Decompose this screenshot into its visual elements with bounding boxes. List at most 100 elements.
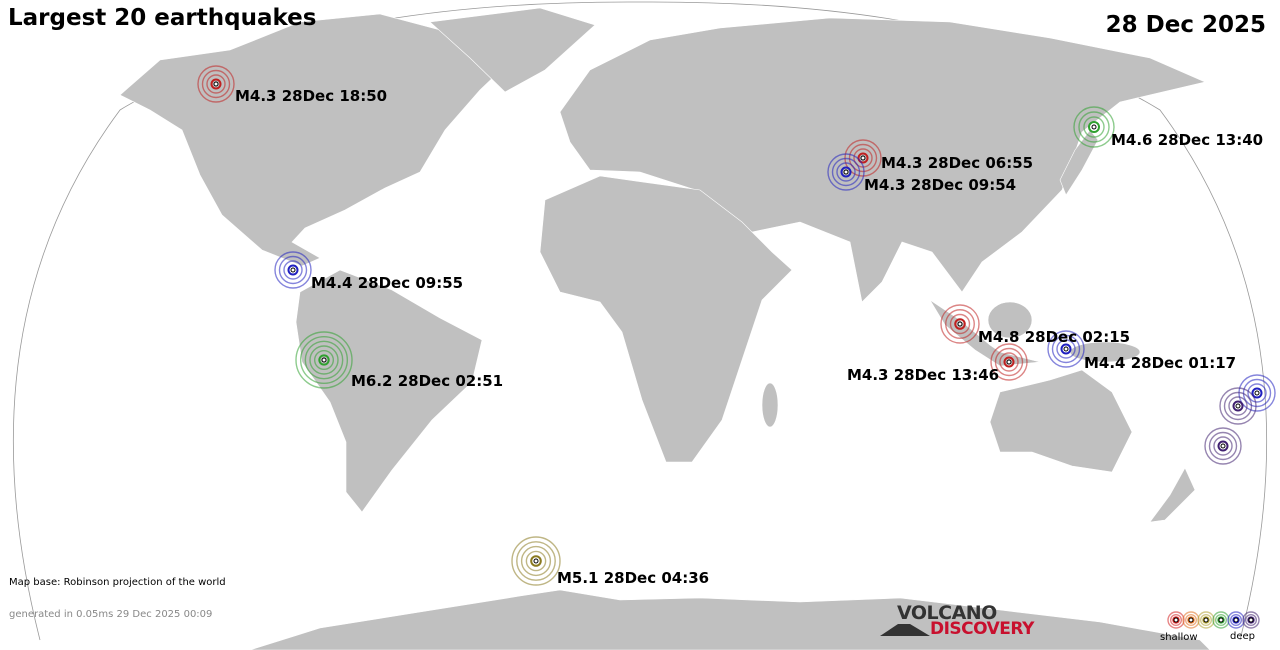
epicenter-dot	[1248, 617, 1254, 623]
marker-ring	[1232, 400, 1244, 412]
marker-ring	[299, 335, 349, 385]
legend-deep-label: deep	[1230, 631, 1255, 642]
marker-ring	[1247, 383, 1267, 403]
marker-ring	[1228, 396, 1248, 416]
earthquake-marker[interactable]	[1047, 330, 1085, 368]
epicenter-dot	[1063, 346, 1069, 352]
marker-ring	[1232, 616, 1240, 624]
marker-ring	[1204, 427, 1242, 465]
marker-ring	[990, 343, 1028, 381]
marker-ring	[945, 309, 975, 339]
quake-label[interactable]: M4.3 28Dec 06:55	[881, 154, 1034, 172]
earthquake-marker[interactable]	[827, 153, 865, 191]
quake-label[interactable]: M4.3 28Dec 18:50	[235, 87, 388, 105]
marker-ring	[840, 166, 852, 178]
epicenter-dot	[213, 81, 219, 87]
legend-depth-marker[interactable]	[1167, 611, 1185, 629]
quake-label[interactable]: M5.1 28Dec 04:36	[557, 569, 710, 587]
quake-label[interactable]: M4.3 28Dec 09:54	[864, 176, 1017, 194]
new-zealand	[1149, 467, 1196, 523]
quake-label[interactable]: M4.8 28Dec 02:15	[978, 328, 1131, 346]
marker-ring	[1213, 436, 1233, 456]
map-outline	[12, 1, 1268, 641]
quake-label[interactable]: M4.4 28Dec 01:17	[1084, 354, 1237, 372]
quake-label[interactable]: M4.6 28Dec 13:40	[1111, 131, 1264, 149]
marker-ring	[1047, 330, 1085, 368]
land-masses	[119, 7, 1211, 650]
borneo	[987, 301, 1033, 339]
epicenter-dot	[1233, 617, 1239, 623]
marker-ring	[1202, 616, 1210, 624]
marker-ring	[1242, 611, 1260, 629]
marker-ring	[1199, 613, 1213, 627]
marker-ring	[1223, 391, 1253, 421]
earthquake-marker[interactable]	[1204, 427, 1242, 465]
marker-ring	[287, 264, 299, 276]
date-heading: 28 Dec 2025	[1105, 12, 1266, 38]
logo-text-discovery: DISCOVERY	[930, 619, 1034, 639]
quake-label[interactable]: M4.3 28Dec 13:46	[847, 366, 1000, 384]
marker-ring	[940, 304, 980, 344]
earthquake-marker[interactable]	[990, 343, 1028, 381]
earthquake-marker[interactable]	[1238, 374, 1276, 412]
marker-ring	[1212, 611, 1230, 629]
earthquake-marker[interactable]	[1073, 106, 1115, 148]
epicenter-dot	[533, 558, 539, 564]
earthquake-marker[interactable]	[197, 65, 235, 103]
marker-ring	[1056, 339, 1076, 359]
marker-ring	[520, 545, 552, 577]
marker-ring	[1187, 616, 1195, 624]
legend-depth-marker[interactable]	[1197, 611, 1215, 629]
indonesia	[929, 299, 1041, 367]
marker-ring	[1078, 111, 1110, 143]
marker-ring	[1088, 121, 1100, 133]
marker-ring	[1197, 611, 1215, 629]
north-america	[119, 13, 521, 267]
earthquake-marker[interactable]	[295, 331, 353, 389]
marker-ring	[831, 157, 861, 187]
marker-ring	[1244, 613, 1258, 627]
earthquake-marker[interactable]	[940, 304, 980, 344]
marker-ring	[197, 65, 235, 103]
marker-ring	[295, 331, 353, 389]
marker-ring	[1003, 356, 1015, 368]
map-base-note: Map base: Robinson projection of the wor…	[9, 577, 226, 588]
marker-ring	[857, 152, 869, 164]
generated-note: generated in 0.05ms 29 Dec 2025 00:09	[9, 609, 213, 620]
legend-depth-marker[interactable]	[1212, 611, 1230, 629]
legend-depth-marker[interactable]	[1182, 611, 1200, 629]
depth-legend: shallow deep	[1160, 610, 1270, 648]
marker-ring	[1251, 387, 1263, 399]
earthquake-marker[interactable]	[1219, 387, 1257, 425]
epicenter-dot	[1203, 617, 1209, 623]
marker-ring	[313, 349, 335, 371]
epicenter-dot	[1235, 403, 1241, 409]
quake-label[interactable]: M6.2 28Dec 02:51	[351, 372, 504, 390]
marker-ring	[210, 78, 222, 90]
earthquake-marker[interactable]	[511, 536, 561, 586]
logo-text-volcano: VOLCANO	[897, 602, 997, 624]
marker-ring	[283, 260, 303, 280]
depth-legend-rings	[1167, 611, 1260, 629]
epicenter-dot	[860, 155, 866, 161]
marker-ring	[836, 162, 856, 182]
marker-ring	[206, 74, 226, 94]
marker-ring	[1167, 611, 1185, 629]
marker-ring	[1182, 611, 1200, 629]
marker-ring	[309, 345, 339, 375]
volcano-discovery-logo[interactable]: VOLCANO DISCOVERY	[880, 602, 1040, 642]
africa	[539, 175, 793, 463]
marker-ring	[1073, 106, 1115, 148]
marker-ring	[1184, 613, 1198, 627]
marker-ring	[848, 143, 878, 173]
legend-depth-marker[interactable]	[1227, 611, 1245, 629]
madagascar	[761, 382, 779, 428]
marker-ring	[1219, 387, 1257, 425]
south-america	[295, 269, 483, 513]
quake-label[interactable]: M4.4 28Dec 09:55	[311, 274, 464, 292]
earthquake-marker[interactable]	[274, 251, 312, 289]
legend-depth-marker[interactable]	[1242, 611, 1260, 629]
marker-ring	[511, 536, 561, 586]
marker-ring	[1217, 440, 1229, 452]
